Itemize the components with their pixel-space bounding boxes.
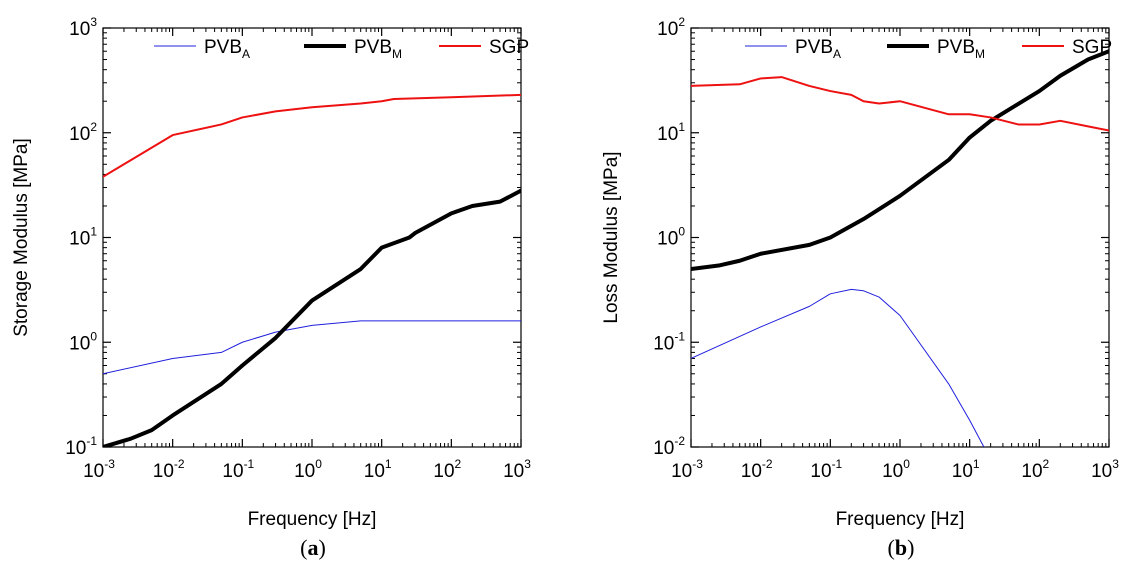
x-axis-title: Frequency [Hz] (836, 509, 965, 530)
x-tick-label: 10-2 (153, 457, 185, 482)
y-tick-label: 10-1 (653, 329, 685, 354)
series-line-sgp (103, 93, 521, 178)
x-axis-title: Frequency [Hz] (248, 509, 377, 530)
series-line-pvba (691, 288, 985, 447)
caption-b: (b) (888, 535, 915, 560)
x-tick-label: 103 (1091, 457, 1119, 482)
y-axis-title: Storage Modulus [MPa] (11, 138, 32, 337)
y-tick-label: 101 (69, 225, 97, 250)
x-tick-label: 10-1 (222, 457, 254, 482)
y-tick-label: 10-1 (65, 434, 97, 459)
legend-label: PVBM (937, 37, 985, 61)
y-axis-title: Loss Modulus [MPa] (601, 151, 622, 323)
chart-panel-a: 10-3 10-2 10-1 100 101 102 103 10-1 100 101 102 103… (11, 15, 531, 530)
y-tick-label: 103 (69, 15, 97, 40)
series-line-pvbm (103, 188, 521, 447)
chart-panel-b: 10-3 10-2 10-1 100 101 102 10310-210-110010110… (601, 15, 1119, 530)
legend-label: PVBA (795, 37, 841, 61)
legend-label: SGP (1072, 37, 1112, 58)
legend-label: PVBA (204, 37, 250, 61)
plot-frame (690, 27, 1110, 448)
series-line-sgp (691, 76, 1109, 132)
x-tick-label: 101 (364, 457, 392, 482)
x-tick-label: 102 (1021, 457, 1049, 482)
x-tick-label: 100 (882, 457, 910, 482)
y-tick-label: 101 (657, 120, 685, 145)
x-tick-label: 103 (503, 457, 531, 482)
y-tick-label: 10-2 (653, 434, 685, 459)
y-tick-label: 102 (657, 15, 685, 40)
y-tick-label: 102 (69, 120, 97, 145)
x-tick-label: 102 (433, 457, 461, 482)
series-group (103, 93, 521, 447)
y-tick-label: 100 (69, 329, 97, 354)
series-group (691, 49, 1109, 447)
x-tick-label: 10-2 (741, 457, 773, 482)
series-line-pvbm (691, 49, 1109, 272)
legend-label: PVBM (354, 37, 402, 61)
x-tick-label: 101 (952, 457, 980, 482)
x-tick-label: 10-3 (83, 457, 115, 482)
x-tick-label: 10-1 (810, 457, 842, 482)
series-line-pvba (103, 320, 521, 375)
x-tick-label: 100 (294, 457, 322, 482)
y-tick-label: 100 (657, 225, 685, 250)
plot-frame (102, 27, 522, 448)
caption-a: (a) (300, 535, 326, 560)
legend-label: SGP (489, 37, 529, 58)
x-tick-label: 10-3 (671, 457, 703, 482)
